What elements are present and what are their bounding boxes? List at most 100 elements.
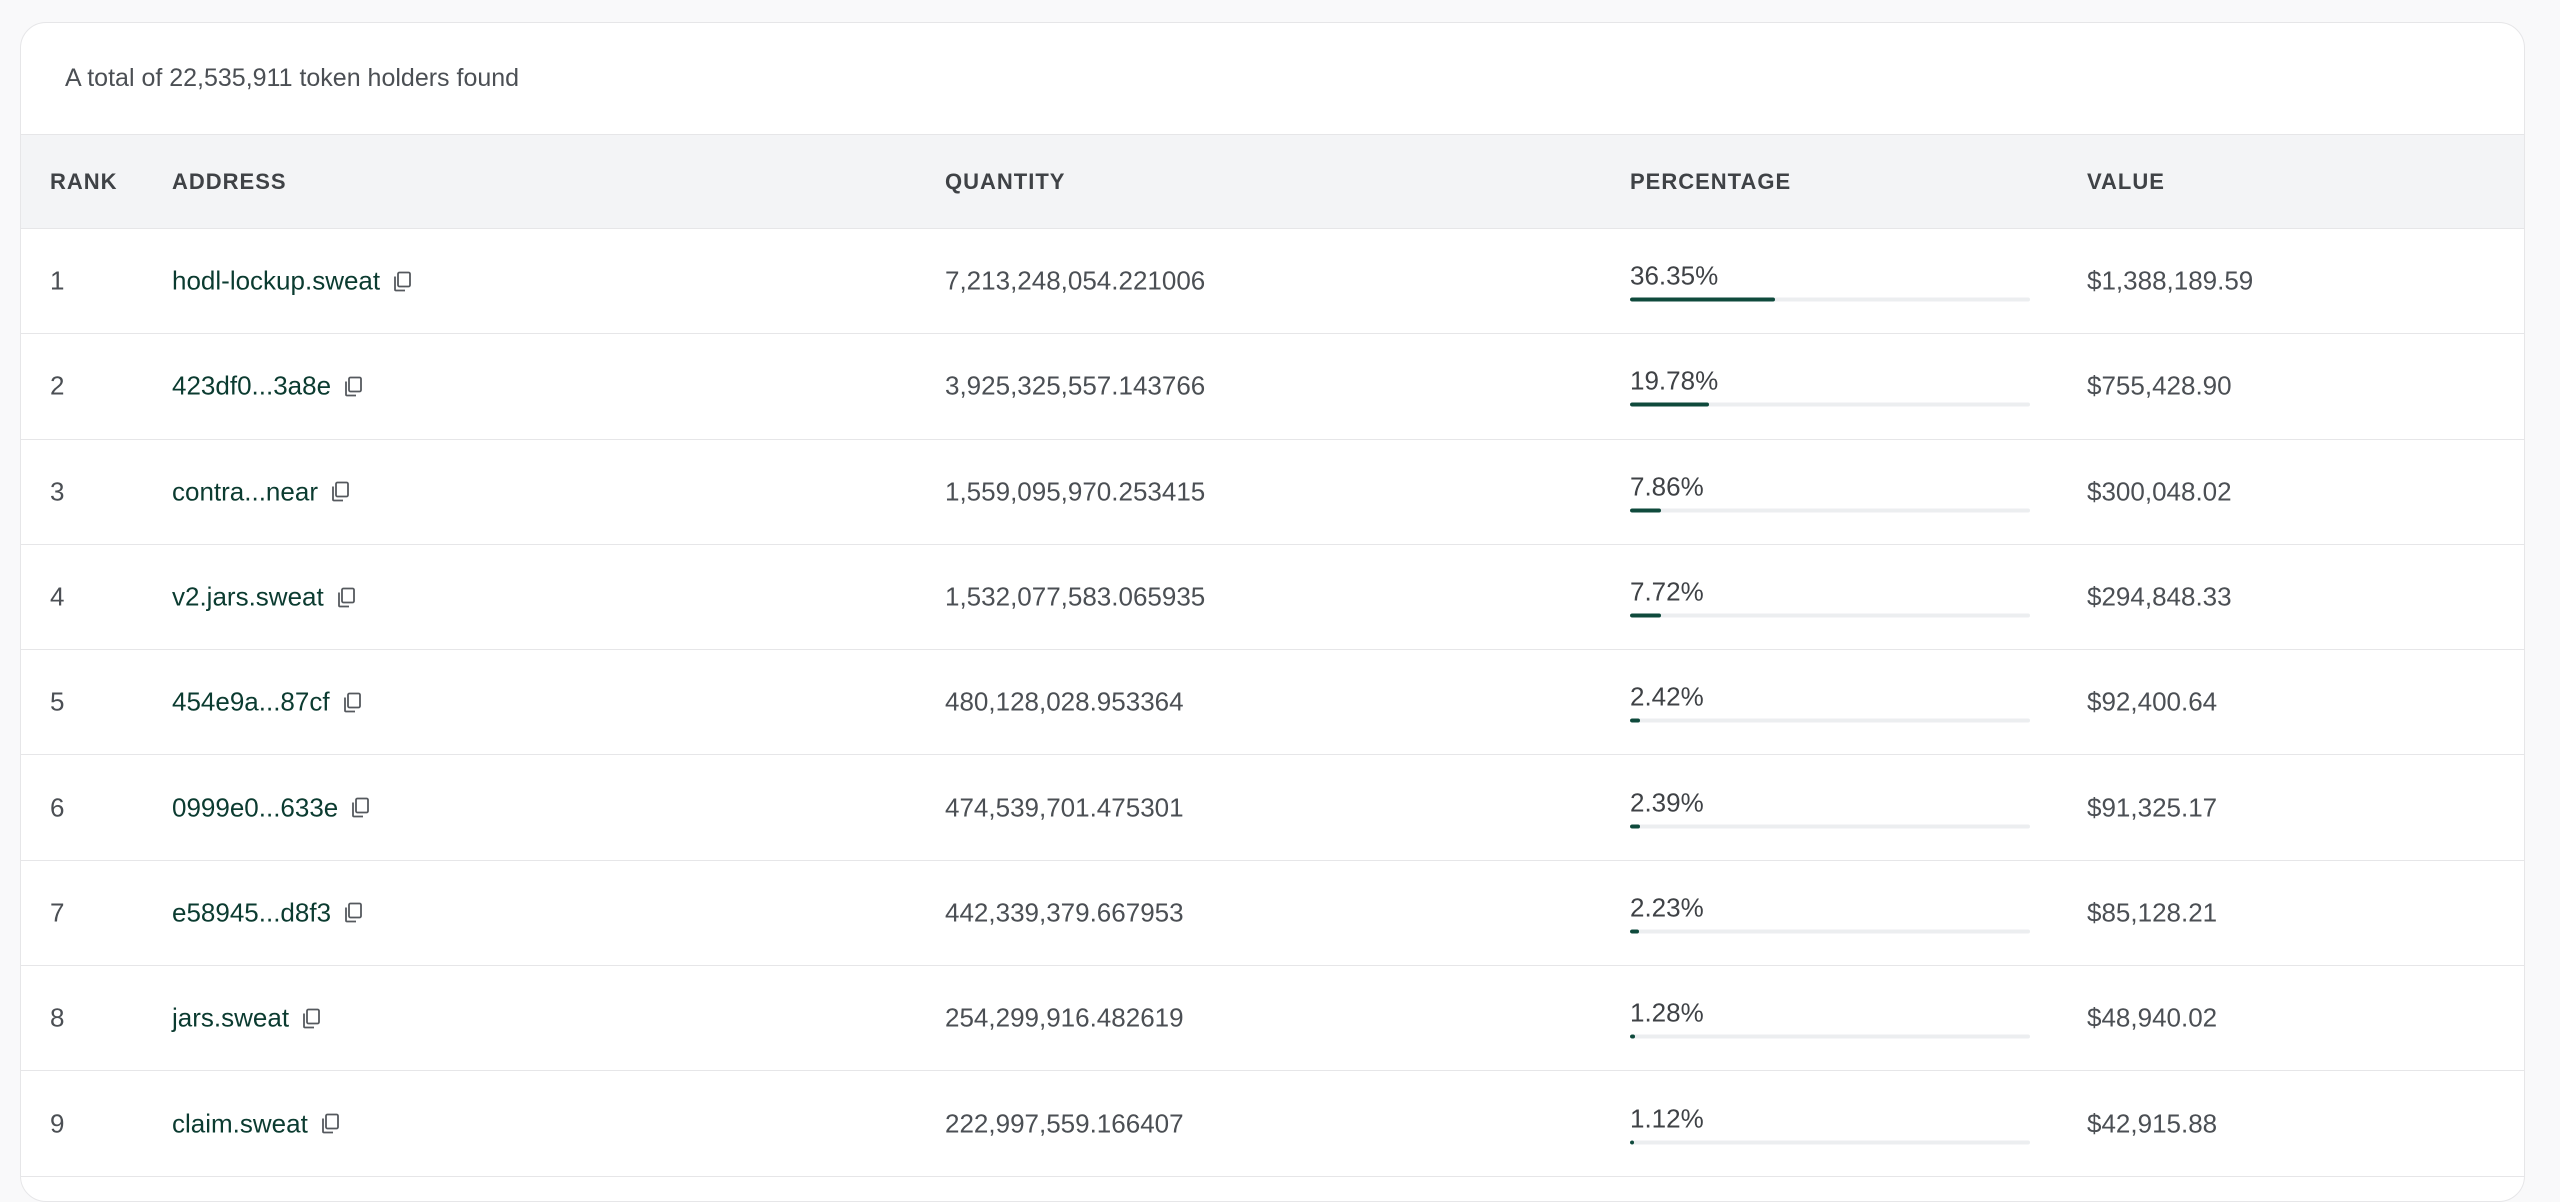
address-cell: 423df0...3a8e xyxy=(172,371,365,402)
rank-cell: 5 xyxy=(50,686,65,717)
table-row: 3 contra...near 1,559,095,970.253415 7.8… xyxy=(21,440,2524,545)
value-cell: $755,428.90 xyxy=(2087,370,2232,401)
table-row: 4 v2.jars.sweat 1,532,077,583.065935 7.7… xyxy=(21,545,2524,651)
percentage-bar-fill xyxy=(1630,929,1639,934)
address-link[interactable]: v2.jars.sweat xyxy=(172,581,324,612)
copy-icon[interactable] xyxy=(334,585,358,609)
percentage-bar-fill xyxy=(1630,1140,1635,1145)
rank-cell: 4 xyxy=(50,581,65,612)
address-link[interactable]: jars.sweat xyxy=(172,1002,290,1033)
percentage-label: 1.28% xyxy=(1630,997,1704,1028)
percentage-bar-fill xyxy=(1630,402,1710,407)
value-cell: $85,128.21 xyxy=(2087,897,2218,928)
column-header-quantity: QUANTITY xyxy=(945,168,1066,194)
percentage-cell: 2.42% xyxy=(1630,682,2030,723)
percentage-bar-fill xyxy=(1630,718,1640,723)
percentage-cell: 2.39% xyxy=(1630,787,2030,829)
percentage-bar xyxy=(1630,613,2030,618)
address-cell: contra...near xyxy=(172,476,352,507)
table-row: 5 454e9a...87cf 480,128,028.953364 2.42%… xyxy=(21,650,2524,756)
quantity-cell: 254,299,916.482619 xyxy=(945,1002,1184,1033)
percentage-cell: 7.86% xyxy=(1630,471,2030,513)
percentage-cell: 1.12% xyxy=(1630,1103,2030,1145)
table-row: 2 423df0...3a8e 3,925,325,557.143766 19.… xyxy=(21,334,2524,440)
copy-icon[interactable] xyxy=(341,374,365,398)
percentage-bar-fill xyxy=(1630,824,1640,829)
percentage-bar-fill xyxy=(1630,613,1661,618)
percentage-label: 36.35% xyxy=(1630,260,1719,291)
percentage-cell: 7.72% xyxy=(1630,577,2030,618)
table-row: 6 0999e0...633e 474,539,701.475301 2.39%… xyxy=(21,755,2524,861)
quantity-cell: 474,539,701.475301 xyxy=(945,792,1184,823)
address-cell: e58945...d8f3 xyxy=(172,897,365,928)
quantity-cell: 442,339,379.667953 xyxy=(945,897,1184,928)
value-cell: $92,400.64 xyxy=(2087,686,2218,717)
address-link[interactable]: e58945...d8f3 xyxy=(172,897,332,928)
copy-icon[interactable] xyxy=(299,1006,323,1030)
quantity-cell: 1,532,077,583.065935 xyxy=(945,581,1206,612)
address-link[interactable]: 454e9a...87cf xyxy=(172,686,330,717)
table-body: 1 hodl-lockup.sweat 7,213,248,054.221006… xyxy=(21,229,2524,1177)
value-cell: $1,388,189.59 xyxy=(2087,265,2254,296)
percentage-cell: 2.23% xyxy=(1630,892,2030,934)
rank-cell: 8 xyxy=(50,1002,65,1033)
copy-icon[interactable] xyxy=(348,796,372,820)
column-header-percentage: PERCENTAGE xyxy=(1630,168,1792,194)
percentage-label: 2.42% xyxy=(1630,681,1704,712)
value-cell: $294,848.33 xyxy=(2087,581,2232,612)
quantity-cell: 7,213,248,054.221006 xyxy=(945,265,1206,296)
percentage-bar xyxy=(1630,824,2030,829)
copy-icon[interactable] xyxy=(341,901,365,925)
copy-icon[interactable] xyxy=(328,480,352,504)
address-cell: 454e9a...87cf xyxy=(172,687,364,718)
rank-cell: 7 xyxy=(50,897,65,928)
column-header-address: ADDRESS xyxy=(172,168,287,194)
quantity-cell: 480,128,028.953364 xyxy=(945,686,1184,717)
percentage-bar xyxy=(1630,402,2030,407)
address-cell: jars.sweat xyxy=(172,1003,323,1034)
token-holders-card: A total of 22,535,911 token holders foun… xyxy=(20,22,2525,1202)
percentage-cell: 36.35% xyxy=(1630,261,2030,302)
value-cell: $42,915.88 xyxy=(2087,1108,2218,1139)
address-link[interactable]: contra...near xyxy=(172,476,318,507)
percentage-bar xyxy=(1630,1140,2030,1145)
percentage-label: 2.39% xyxy=(1630,787,1704,818)
rank-cell: 3 xyxy=(50,476,65,507)
column-header-rank: RANK xyxy=(50,168,118,194)
table-row: 8 jars.sweat 254,299,916.482619 1.28% $4… xyxy=(21,966,2524,1072)
column-header-value: VALUE xyxy=(2087,168,2165,194)
value-cell: $300,048.02 xyxy=(2087,476,2232,507)
percentage-bar xyxy=(1630,297,2030,302)
address-cell: hodl-lockup.sweat xyxy=(172,266,414,297)
percentage-bar-fill xyxy=(1630,508,1662,513)
value-cell: $48,940.02 xyxy=(2087,1002,2218,1033)
rank-cell: 1 xyxy=(50,265,65,296)
copy-icon[interactable] xyxy=(390,269,414,293)
copy-icon[interactable] xyxy=(340,690,364,714)
holders-summary: A total of 22,535,911 token holders foun… xyxy=(21,23,2524,135)
copy-icon[interactable] xyxy=(318,1112,342,1136)
percentage-label: 19.78% xyxy=(1630,365,1719,396)
table-row: 9 claim.sweat 222,997,559.166407 1.12% $… xyxy=(21,1071,2524,1177)
rank-cell: 2 xyxy=(50,370,65,401)
percentage-bar-fill xyxy=(1630,1034,1636,1039)
quantity-cell: 222,997,559.166407 xyxy=(945,1108,1184,1139)
table-row: 7 e58945...d8f3 442,339,379.667953 2.23%… xyxy=(21,861,2524,967)
address-link[interactable]: 423df0...3a8e xyxy=(172,370,332,401)
address-link[interactable]: claim.sweat xyxy=(172,1108,308,1139)
percentage-bar xyxy=(1630,929,2030,934)
address-link[interactable]: 0999e0...633e xyxy=(172,792,339,823)
quantity-cell: 1,559,095,970.253415 xyxy=(945,476,1206,507)
percentage-bar xyxy=(1630,1034,2030,1039)
percentage-bar-fill xyxy=(1630,297,1776,302)
rank-cell: 6 xyxy=(50,792,65,823)
percentage-label: 7.72% xyxy=(1630,576,1704,607)
address-cell: 0999e0...633e xyxy=(172,792,372,823)
address-cell: claim.sweat xyxy=(172,1108,342,1139)
table-row: 1 hodl-lockup.sweat 7,213,248,054.221006… xyxy=(21,229,2524,335)
quantity-cell: 3,925,325,557.143766 xyxy=(945,370,1206,401)
address-link[interactable]: hodl-lockup.sweat xyxy=(172,265,381,296)
percentage-cell: 1.28% xyxy=(1630,998,2030,1039)
percentage-bar xyxy=(1630,508,2030,513)
table-header: RANK ADDRESS QUANTITY PERCENTAGE VALUE xyxy=(21,135,2524,229)
